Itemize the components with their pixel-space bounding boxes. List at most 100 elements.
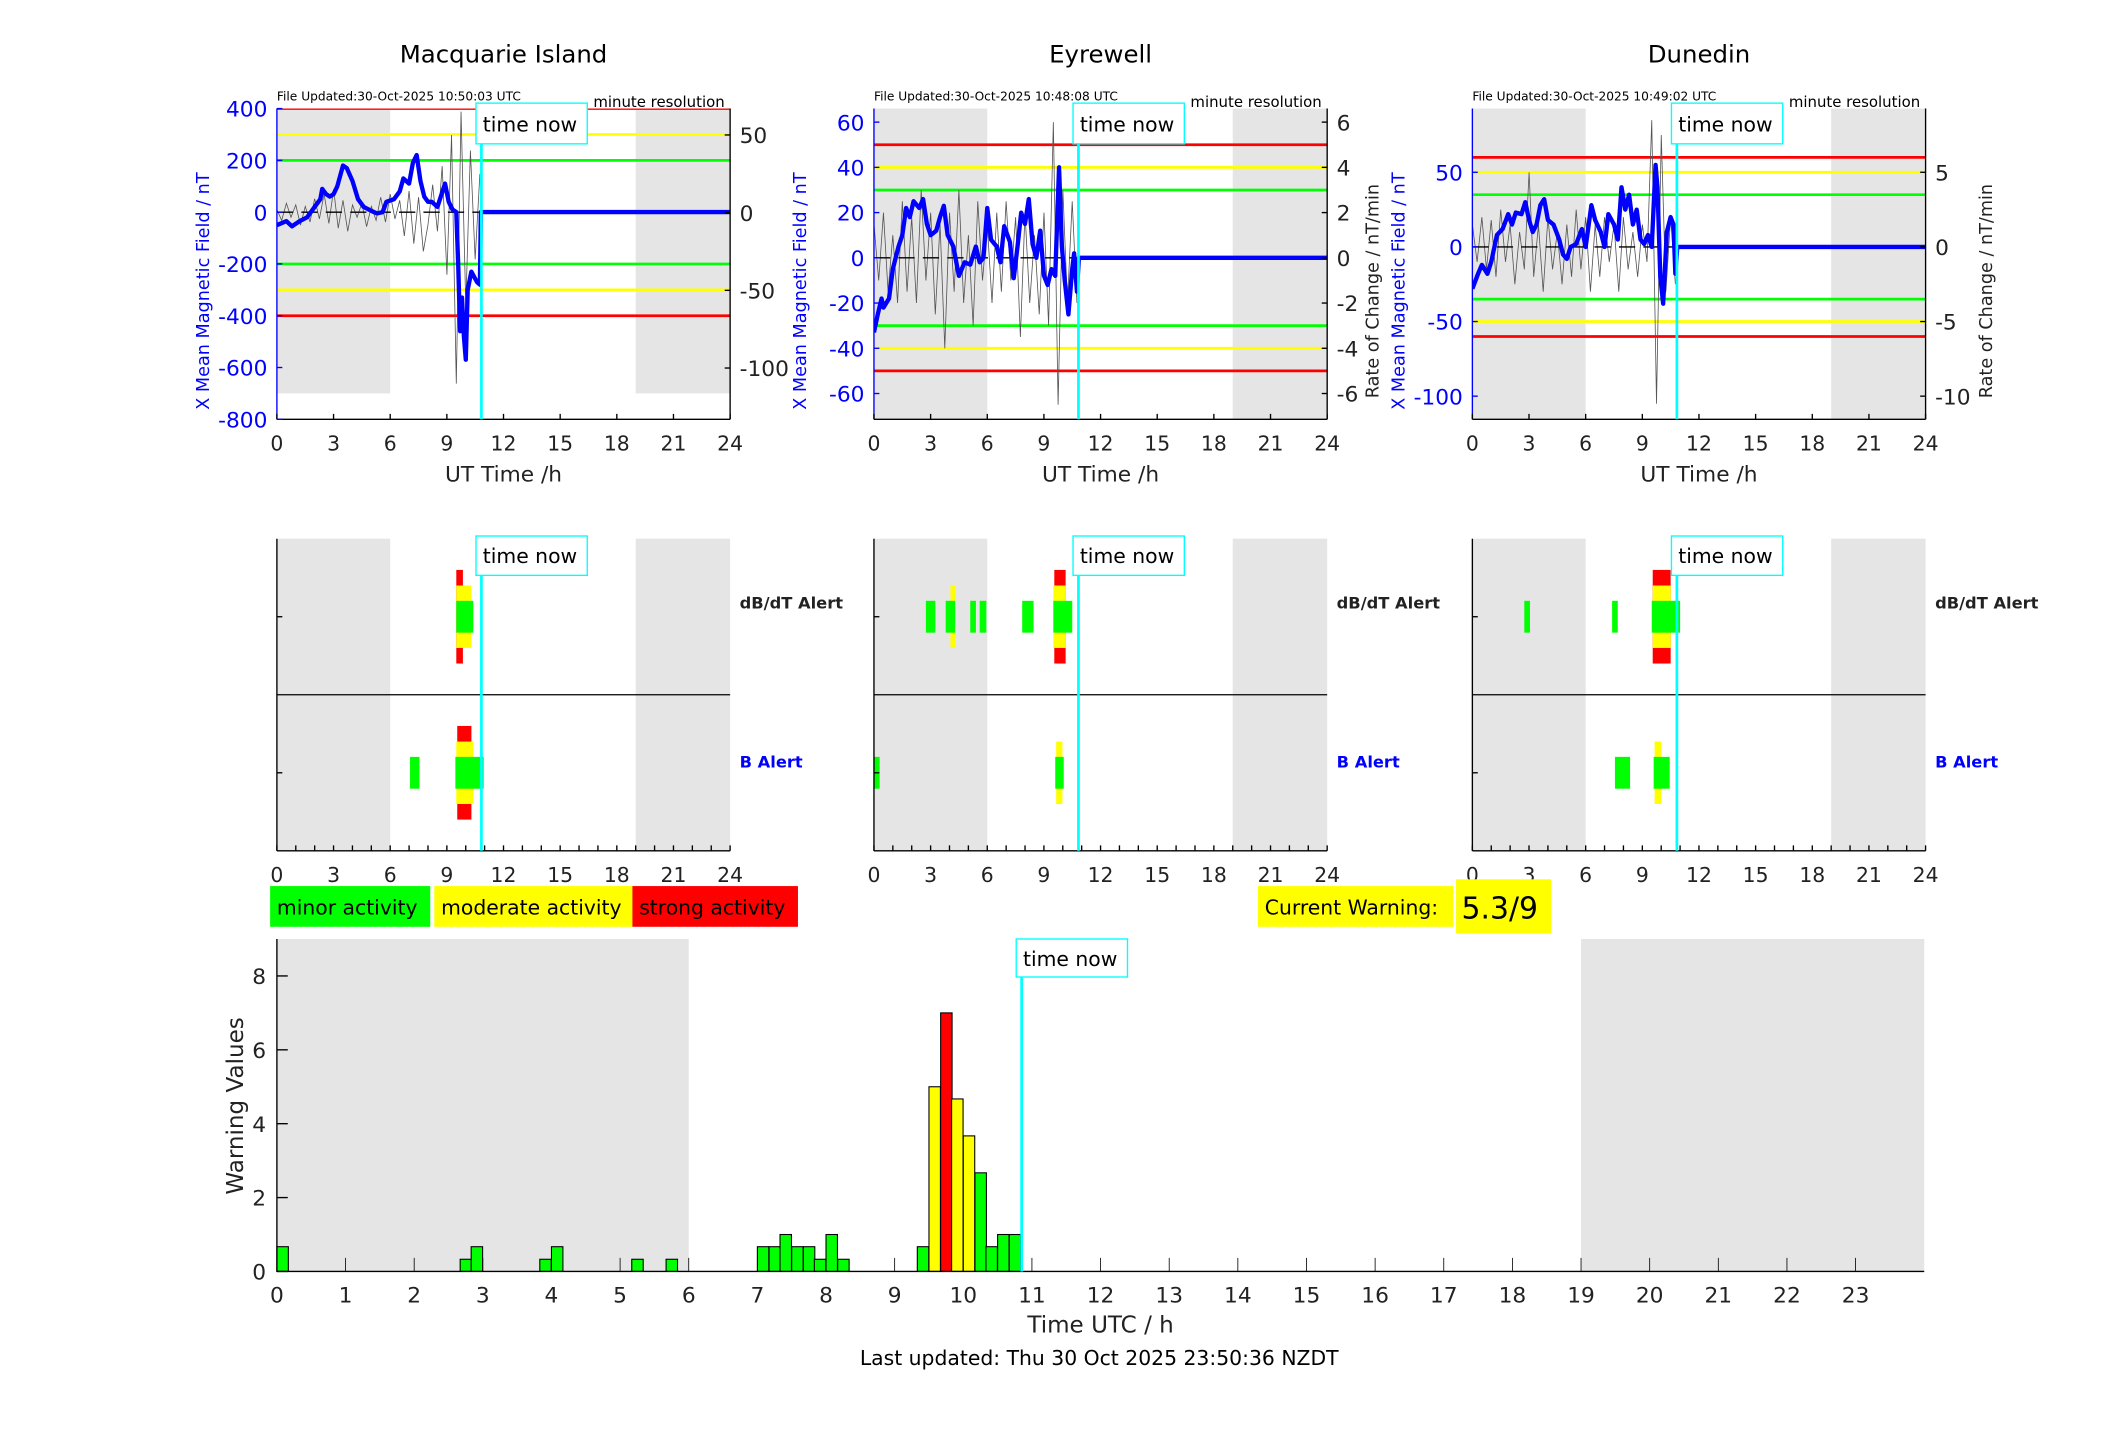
time-now-box [1072, 102, 1185, 145]
x-tick-label: 15 [1144, 863, 1170, 887]
warning-bar-minor [985, 1246, 998, 1272]
b-alert-bar-minor [410, 756, 420, 789]
y-right-tick-label: 4 [1337, 156, 1351, 181]
dbdt-alert-bar-minor [1022, 600, 1034, 633]
current-warning-label-box [1257, 886, 1454, 927]
x-tick-label: 2 [407, 1284, 421, 1309]
x-tick-label: 24 [717, 863, 743, 887]
y-left-tick-label: -40 [829, 337, 864, 362]
x-tick-label: 16 [1361, 1284, 1389, 1309]
x-tick-label: 12 [491, 432, 517, 456]
y-right-tick-label: 5 [1935, 161, 1949, 186]
warning-bar-moderate [962, 1135, 976, 1272]
warning-bar-minor [470, 1246, 484, 1272]
dbdt-alert-bar-minor [1651, 600, 1681, 633]
x-tick-label: 12 [1087, 1284, 1115, 1309]
file-updated-label: File Updated:30-Oct-2025 10:48:08 UTC [874, 89, 1118, 103]
dbdt-alert-bar-minor [970, 600, 976, 633]
x-tick-label: 5 [613, 1284, 627, 1309]
y-left-axis-label: X Mean Magnetic Field / nT [791, 172, 811, 410]
y-right-tick-label: -100 [740, 357, 789, 382]
x-tick-label: 9 [1037, 432, 1050, 456]
dbdt-alert-label: dB/dT Alert [1935, 594, 2039, 613]
x-tick-label: 21 [1258, 432, 1284, 456]
x-field-line [276, 152, 731, 362]
alert-panel-macquarie-island: 0 3 6 9 12 15 18 21 24 dB/dT Alert B Alert time now [270, 535, 844, 887]
field-panel-dunedin: 0 3 6 9 12 15 18 21 24500-50-10050-5-10DunedinFi… [1390, 39, 1998, 487]
night-shading [635, 108, 731, 394]
x-tick-label: 15 [1293, 1284, 1321, 1309]
legend-strong-label: strong activity [639, 896, 785, 920]
x-tick-label: 15 [1743, 432, 1769, 456]
y-tick-label: 2 [252, 1187, 266, 1212]
y-axis-label: Warning Values [223, 1017, 249, 1194]
x-tick-label: 21 [1704, 1284, 1732, 1309]
x-tick-label: 24 [1314, 863, 1340, 887]
x-tick-label: 9 [1636, 432, 1649, 456]
field-panel-eyrewell: 0 3 6 9 12 15 18 21 246040200-20-40-606420-2-4-6… [791, 39, 1384, 487]
resolution-label: minute resolution [1789, 93, 1920, 111]
x-tick-label: 6 [1579, 863, 1592, 887]
time-now-box [1670, 535, 1784, 577]
current-warning-value: 5.3/9 [1462, 892, 1539, 927]
file-updated-label: File Updated:30-Oct-2025 10:49:02 UTC [1472, 89, 1716, 103]
x-tick-label: 15 [1144, 432, 1170, 456]
y-right-tick-label: 0 [1337, 247, 1351, 272]
alert-panels: 0 3 6 9 12 15 18 21 24 dB/dT Alert B Alert time now… [270, 535, 2039, 887]
alert-panel-eyrewell: 0 3 6 9 12 15 18 21 24 dB/dT Alert B Alert time now [867, 535, 1440, 887]
warning-bar-minor [997, 1233, 1010, 1272]
x-tick-label: 10 [949, 1284, 977, 1309]
x-tick-label: 18 [1201, 863, 1227, 887]
y-right-tick-label: -4 [1337, 337, 1359, 362]
y-left-axis-label: X Mean Magnetic Field / nT [194, 172, 214, 410]
x-axis-label: UT Time /h [1042, 463, 1159, 488]
x-tick-label: 9 [888, 1284, 902, 1309]
warning-bar-minor [276, 1246, 289, 1272]
time-now-label: time now [1080, 113, 1174, 137]
b-alert-label: B Alert [1935, 752, 1998, 771]
warning-bar-minor [837, 1258, 850, 1272]
plot-area [1472, 108, 1926, 420]
night-shading [1831, 108, 1926, 420]
x-tick-label: 8 [819, 1284, 833, 1309]
warning-bar-moderate [928, 1086, 941, 1272]
x-tick-label: 12 [1686, 863, 1712, 887]
y-tick-label: 4 [252, 1113, 266, 1138]
station-title: Eyrewell [1049, 39, 1152, 68]
dbdt-alert-bar-minor [925, 600, 936, 633]
file-updated-label: File Updated:30-Oct-2025 10:50:03 UTC [277, 89, 521, 103]
field-panels: 0 3 6 9 12 15 18 21 244002000-200-400-600-800500… [194, 39, 1997, 487]
y-right-tick-label: -10 [1935, 385, 1970, 410]
x-tick-label: 20 [1636, 1284, 1664, 1309]
x-tick-label: 18 [1201, 432, 1227, 456]
plot-area [873, 108, 1328, 420]
warning-bar-minor [813, 1258, 827, 1272]
y-left-tick-label: 0 [851, 247, 865, 272]
night-shading [276, 108, 391, 394]
x-tick-label: 14 [1224, 1284, 1252, 1309]
x-tick-label: 12 [491, 863, 517, 887]
x-tick-label: 12 [1088, 863, 1114, 887]
y-right-tick-label: -50 [740, 279, 775, 304]
dbdt-alert-bar-minor [1612, 600, 1618, 633]
dbdt-alert-bar-minor [945, 600, 956, 633]
x-tick-label: 6 [384, 432, 397, 456]
time-now-label: time now [1080, 544, 1174, 568]
legend-moderate-swatch [434, 886, 633, 927]
y-left-tick-label: -800 [218, 408, 267, 433]
x-field-line [1472, 162, 1926, 306]
field-panel-macquarie-island: 0 3 6 9 12 15 18 21 24 400 200 0 -200 -400 -600 -800 50 0… [194, 39, 789, 487]
x-tick-label: 13 [1155, 1284, 1183, 1309]
y-left-tick-label: -50 [1427, 311, 1462, 336]
b-alert-bar-minor [1653, 756, 1670, 789]
y-right-tick-label: 50 [740, 124, 768, 149]
y-left-tick-label: -600 [218, 357, 267, 382]
dbdt-alert-label: dB/dT Alert [740, 594, 844, 613]
x-tick-label: 24 [1913, 432, 1939, 456]
x-tick-label: 18 [1799, 432, 1825, 456]
x-axis-label: UT Time /h [1640, 463, 1757, 488]
x-tick-label: 19 [1567, 1284, 1595, 1309]
x-tick-label: 24 [1913, 863, 1939, 887]
y-tick-label: 8 [252, 965, 266, 990]
